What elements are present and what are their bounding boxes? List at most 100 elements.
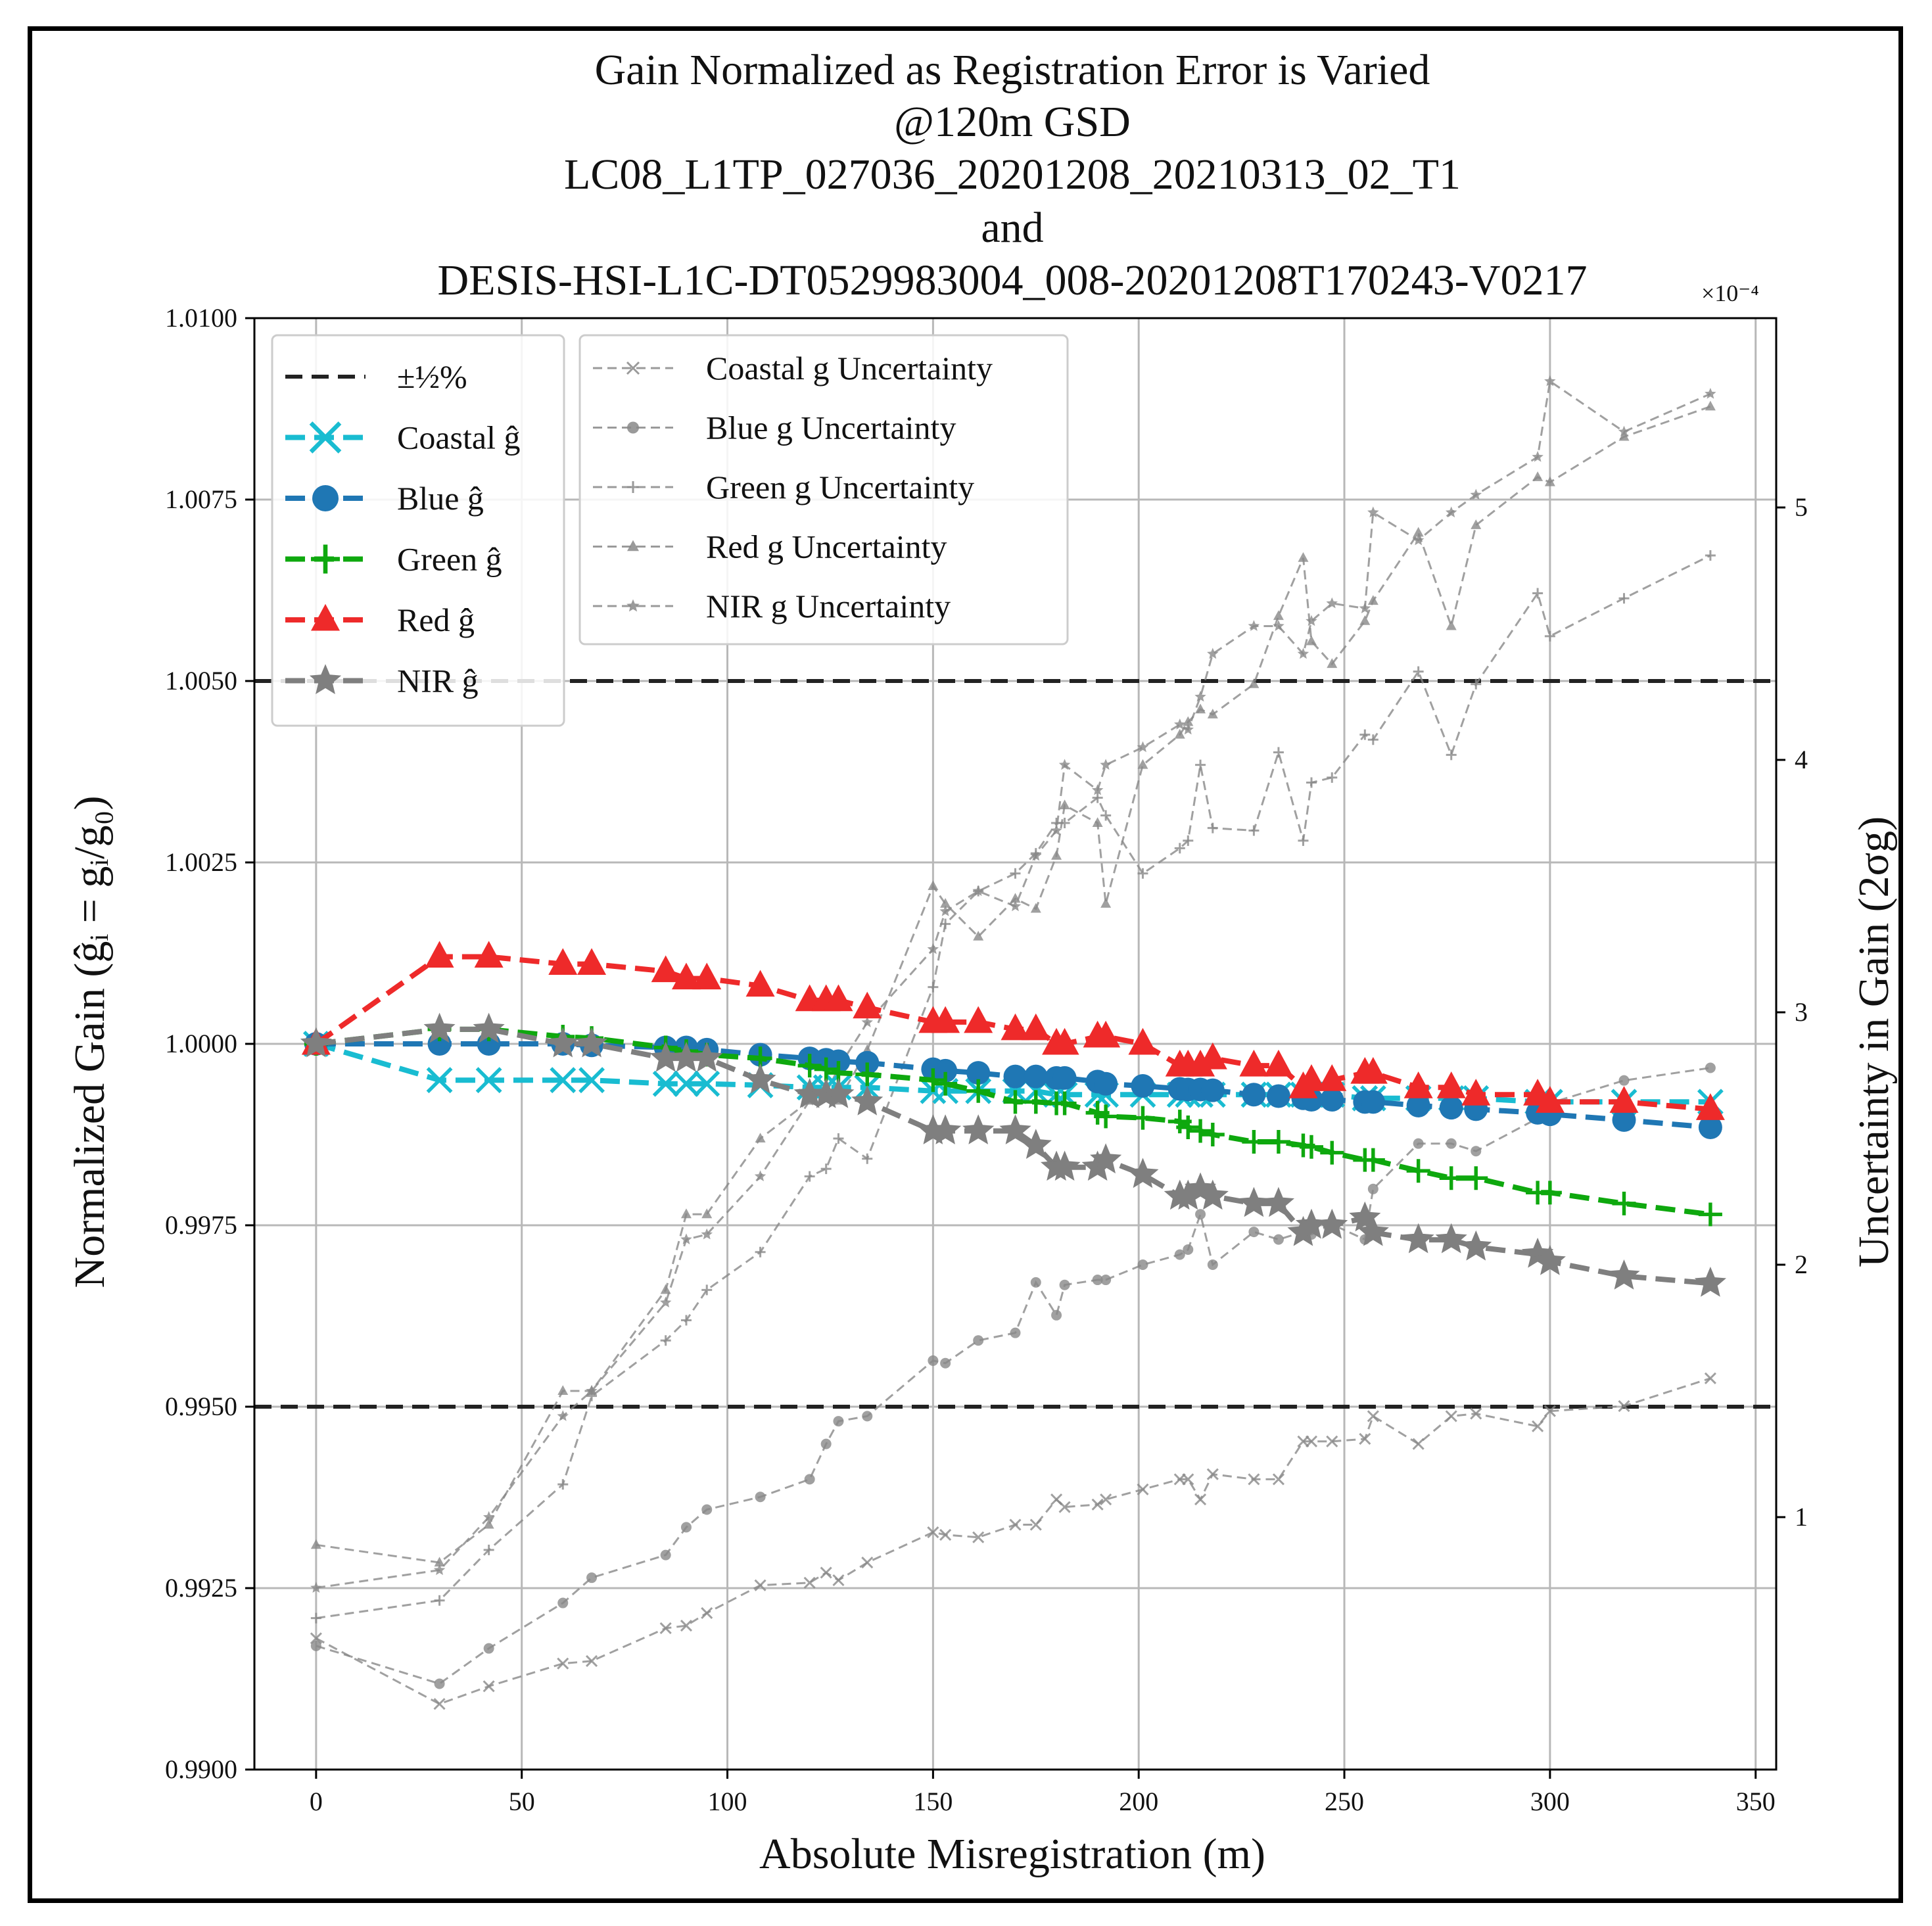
data-point-nir-g-uncertainty xyxy=(310,1582,322,1593)
data-point-red xyxy=(1609,1086,1639,1113)
data-point-blue-g-uncertainty xyxy=(1618,1075,1630,1086)
data-point-red-g-uncertainty xyxy=(1471,519,1482,529)
data-point-red xyxy=(425,941,454,968)
data-point-coastal-g-uncertainty xyxy=(659,1622,672,1635)
y-axis-right: 1 2 3 4 5 xyxy=(1776,492,1808,1532)
data-point-nir xyxy=(1460,1230,1492,1261)
data-point-nir xyxy=(547,1027,579,1058)
data-point-nir xyxy=(851,1085,884,1116)
data-point-red-g-uncertainty xyxy=(1446,620,1457,630)
x-axis-label: Absolute Misregistration (m) xyxy=(759,1830,1265,1878)
uncertainty-series xyxy=(310,375,1716,1710)
data-point-blue-g-uncertainty xyxy=(973,1335,984,1346)
data-point-nir xyxy=(576,1027,608,1058)
data-point-nir-g-uncertainty xyxy=(939,905,951,916)
legend-left-label: Blue ĝ xyxy=(397,480,484,517)
data-point-coastal-g-uncertainty xyxy=(1137,1483,1149,1495)
data-point-nir-g-uncertainty xyxy=(1544,375,1556,387)
data-point-nir xyxy=(822,1078,855,1108)
legend-right-item: Coastal g Uncertainty xyxy=(593,350,993,387)
x-tick-label: 250 xyxy=(1325,1787,1364,1816)
y-right-tick-label: 5 xyxy=(1795,492,1808,522)
data-point-green-g-uncertainty xyxy=(1195,759,1206,770)
data-point-blue-g-uncertainty xyxy=(928,1355,939,1366)
legend-right-label: Coastal g Uncertainty xyxy=(706,350,993,387)
data-point-nir-g-uncertainty xyxy=(680,1233,692,1244)
data-point-nir xyxy=(1238,1186,1270,1217)
data-point-green xyxy=(814,1057,838,1081)
data-point-green-g-uncertainty xyxy=(1100,810,1112,821)
x-tick-label: 100 xyxy=(708,1787,747,1816)
data-point-red-g-uncertainty xyxy=(1327,658,1338,669)
data-point-red-g-uncertainty xyxy=(1137,759,1148,769)
legend-left-box xyxy=(271,334,565,727)
data-point-nir xyxy=(1316,1208,1348,1239)
data-point-red xyxy=(671,962,701,990)
data-point-nir-g-uncertainty xyxy=(701,1228,713,1240)
data-point-coastal-g-uncertainty xyxy=(680,1620,693,1632)
legend-left-label: ±½% xyxy=(397,358,467,395)
data-point-red-g-uncertainty xyxy=(973,931,984,941)
legend-right-label: Red g Uncertainty xyxy=(706,528,947,565)
data-point-nir-g-uncertainty xyxy=(1009,900,1022,912)
data-point-blue-g-uncertainty xyxy=(1051,1309,1062,1321)
data-point-red xyxy=(1695,1093,1725,1120)
data-point-green-g-uncertainty xyxy=(1174,843,1185,854)
data-point-nir xyxy=(793,1078,826,1108)
data-point-blue xyxy=(1242,1083,1266,1107)
data-point-coastal-g-uncertainty xyxy=(1009,1518,1022,1531)
data-point-green xyxy=(1131,1106,1155,1130)
data-point-nir-g-uncertainty xyxy=(659,1296,672,1307)
data-point-coastal-g-uncertainty xyxy=(1367,1410,1379,1422)
data-point-blue-g-uncertainty xyxy=(310,1640,321,1651)
gain-series xyxy=(300,941,1726,1297)
data-point-coastal-g-uncertainty xyxy=(754,1579,766,1591)
data-point-coastal-g-uncertainty xyxy=(832,1574,845,1587)
data-point-blue-g-uncertainty xyxy=(557,1597,569,1609)
y-left-tick-label: 1.0075 xyxy=(165,484,237,514)
legend-left-item: Blue ĝ xyxy=(285,480,484,517)
legend-right-label: NIR g Uncertainty xyxy=(706,588,951,624)
data-point-nir-g-uncertainty xyxy=(1100,759,1112,770)
data-point-nir-g-uncertainty xyxy=(433,1564,446,1576)
data-point-green-g-uncertainty xyxy=(1183,835,1194,846)
y-left-tick-label: 0.9925 xyxy=(165,1573,237,1603)
data-point-nir xyxy=(1357,1215,1389,1246)
data-point-red-g-uncertainty xyxy=(1413,527,1424,537)
data-point-green-g-uncertainty xyxy=(310,1612,321,1624)
data-point-coastal-g-uncertainty xyxy=(585,1655,598,1667)
data-point-red xyxy=(1186,1049,1215,1077)
data-point-green xyxy=(1361,1148,1385,1172)
data-point-coastal-g-uncertainty xyxy=(972,1531,985,1543)
legend-right-item: NIR g Uncertainty xyxy=(593,588,951,624)
legend-right-label: Blue g Uncertainty xyxy=(706,410,956,446)
data-point-coastal-g-uncertainty xyxy=(1326,1435,1338,1447)
data-point-nir-g-uncertainty xyxy=(1091,784,1104,795)
data-point-green xyxy=(1094,1104,1118,1129)
data-point-blue-g-uncertainty xyxy=(483,1643,494,1654)
data-point-coastal xyxy=(550,1067,577,1094)
data-point-coastal xyxy=(426,1067,453,1094)
data-point-red-g-uncertainty xyxy=(1248,678,1260,688)
data-point-red-g-uncertainty xyxy=(1051,850,1062,860)
data-point-blue xyxy=(1266,1084,1290,1108)
data-point-green xyxy=(1266,1130,1290,1154)
data-point-coastal-g-uncertainty xyxy=(433,1698,446,1710)
data-point-green-g-uncertainty xyxy=(1273,747,1284,758)
data-point-blue-g-uncertainty xyxy=(1248,1227,1260,1238)
legend-right: Coastal g Uncertainty Blue g Uncertainty G… xyxy=(578,334,1069,646)
data-point-green-g-uncertainty xyxy=(1306,777,1317,788)
data-point-blue-g-uncertainty xyxy=(1030,1277,1041,1288)
data-point-red xyxy=(1317,1064,1347,1091)
legend-left: ±½% Coastal ĝ Blue ĝ Green ĝ Red ĝ NIR ĝ xyxy=(271,334,565,727)
data-point-blue-g-uncertainty xyxy=(701,1504,713,1515)
data-point-green-g-uncertainty xyxy=(804,1171,815,1182)
legend-left-item: ±½% xyxy=(285,358,467,395)
y-left-tick-label: 0.9900 xyxy=(165,1754,237,1784)
legend-swatch-marker xyxy=(309,421,342,454)
data-point-nir xyxy=(1287,1215,1319,1246)
data-point-green xyxy=(1242,1130,1266,1154)
data-point-coastal-g-uncertainty xyxy=(1058,1501,1071,1513)
data-point-red-g-uncertainty xyxy=(1059,799,1070,810)
data-point-green-g-uncertainty xyxy=(660,1335,671,1346)
